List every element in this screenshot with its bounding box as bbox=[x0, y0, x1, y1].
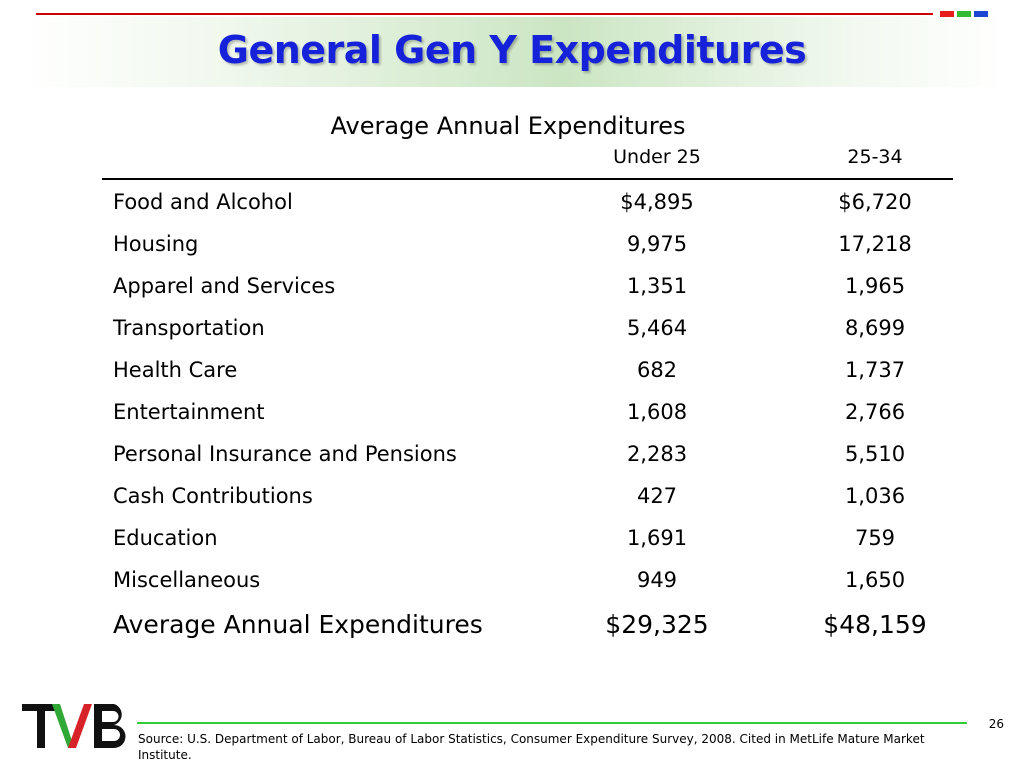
value-under-25: 5,464 bbox=[626, 316, 688, 340]
blue-square bbox=[974, 11, 988, 20]
value-under-25: 427 bbox=[636, 484, 678, 508]
row-label: Health Care bbox=[113, 358, 238, 382]
page-number: 26 bbox=[988, 717, 1004, 731]
value-25-34: 1,036 bbox=[844, 484, 906, 508]
table-row: Entertainment 1,608 2,766 bbox=[0, 400, 1024, 442]
row-label: Apparel and Services bbox=[113, 274, 336, 298]
table-row: Health Care 682 1,737 bbox=[0, 358, 1024, 400]
value-under-25: $4,895 bbox=[620, 190, 694, 214]
color-squares bbox=[940, 11, 988, 20]
row-label: Personal Insurance and Pensions bbox=[113, 442, 457, 466]
value-under-25: 949 bbox=[636, 568, 678, 592]
red-square bbox=[940, 11, 954, 20]
total-row: Average Annual Expenditures $29,325 $48,… bbox=[0, 610, 1024, 652]
slide-title: General Gen Y Expenditures bbox=[217, 28, 807, 72]
source-note: Source: U.S. Department of Labor, Bureau… bbox=[138, 732, 925, 762]
value-25-34: 1,965 bbox=[844, 274, 906, 298]
value-under-25: 1,608 bbox=[626, 400, 688, 424]
table-row: Personal Insurance and Pensions 2,283 5,… bbox=[0, 442, 1024, 484]
column-header-25-34: 25-34 bbox=[847, 146, 903, 168]
value-25-34: 8,699 bbox=[844, 316, 906, 340]
value-25-34: $6,720 bbox=[838, 190, 912, 214]
green-square bbox=[957, 11, 971, 20]
bottom-green-rule bbox=[137, 722, 967, 724]
value-25-34: 1,650 bbox=[844, 568, 906, 592]
table-row: Apparel and Services 1,351 1,965 bbox=[0, 274, 1024, 316]
row-label: Miscellaneous bbox=[113, 568, 261, 592]
table-row: Transportation 5,464 8,699 bbox=[0, 316, 1024, 358]
total-25-34: $48,159 bbox=[823, 610, 927, 639]
value-under-25: 682 bbox=[636, 358, 678, 382]
table-row: Housing 9,975 17,218 bbox=[0, 232, 1024, 274]
value-25-34: 759 bbox=[854, 526, 896, 550]
total-label: Average Annual Expenditures bbox=[113, 610, 483, 639]
row-label: Entertainment bbox=[113, 400, 265, 424]
value-25-34: 17,218 bbox=[838, 232, 912, 256]
value-25-34: 1,737 bbox=[844, 358, 906, 382]
header-rule bbox=[102, 178, 953, 180]
row-label: Education bbox=[113, 526, 218, 550]
table-row: Education 1,691 759 bbox=[0, 526, 1024, 568]
table-caption: Average Annual Expenditures bbox=[330, 112, 686, 140]
top-red-rule bbox=[36, 13, 933, 15]
title-band bbox=[22, 17, 1007, 87]
value-25-34: 2,766 bbox=[844, 400, 906, 424]
value-under-25: 2,283 bbox=[626, 442, 688, 466]
row-label: Housing bbox=[113, 232, 199, 256]
value-25-34: 5,510 bbox=[844, 442, 906, 466]
value-under-25: 1,691 bbox=[626, 526, 688, 550]
table-row: Food and Alcohol $4,895 $6,720 bbox=[0, 190, 1024, 232]
tvb-logo bbox=[22, 703, 130, 753]
row-label: Transportation bbox=[113, 316, 265, 340]
table-row: Cash Contributions 427 1,036 bbox=[0, 484, 1024, 526]
value-under-25: 1,351 bbox=[626, 274, 688, 298]
row-label: Food and Alcohol bbox=[113, 190, 293, 214]
column-header-under-25: Under 25 bbox=[613, 146, 701, 168]
value-under-25: 9,975 bbox=[626, 232, 688, 256]
total-under-25: $29,325 bbox=[605, 610, 709, 639]
row-label: Cash Contributions bbox=[113, 484, 313, 508]
table-row: Miscellaneous 949 1,650 bbox=[0, 568, 1024, 610]
